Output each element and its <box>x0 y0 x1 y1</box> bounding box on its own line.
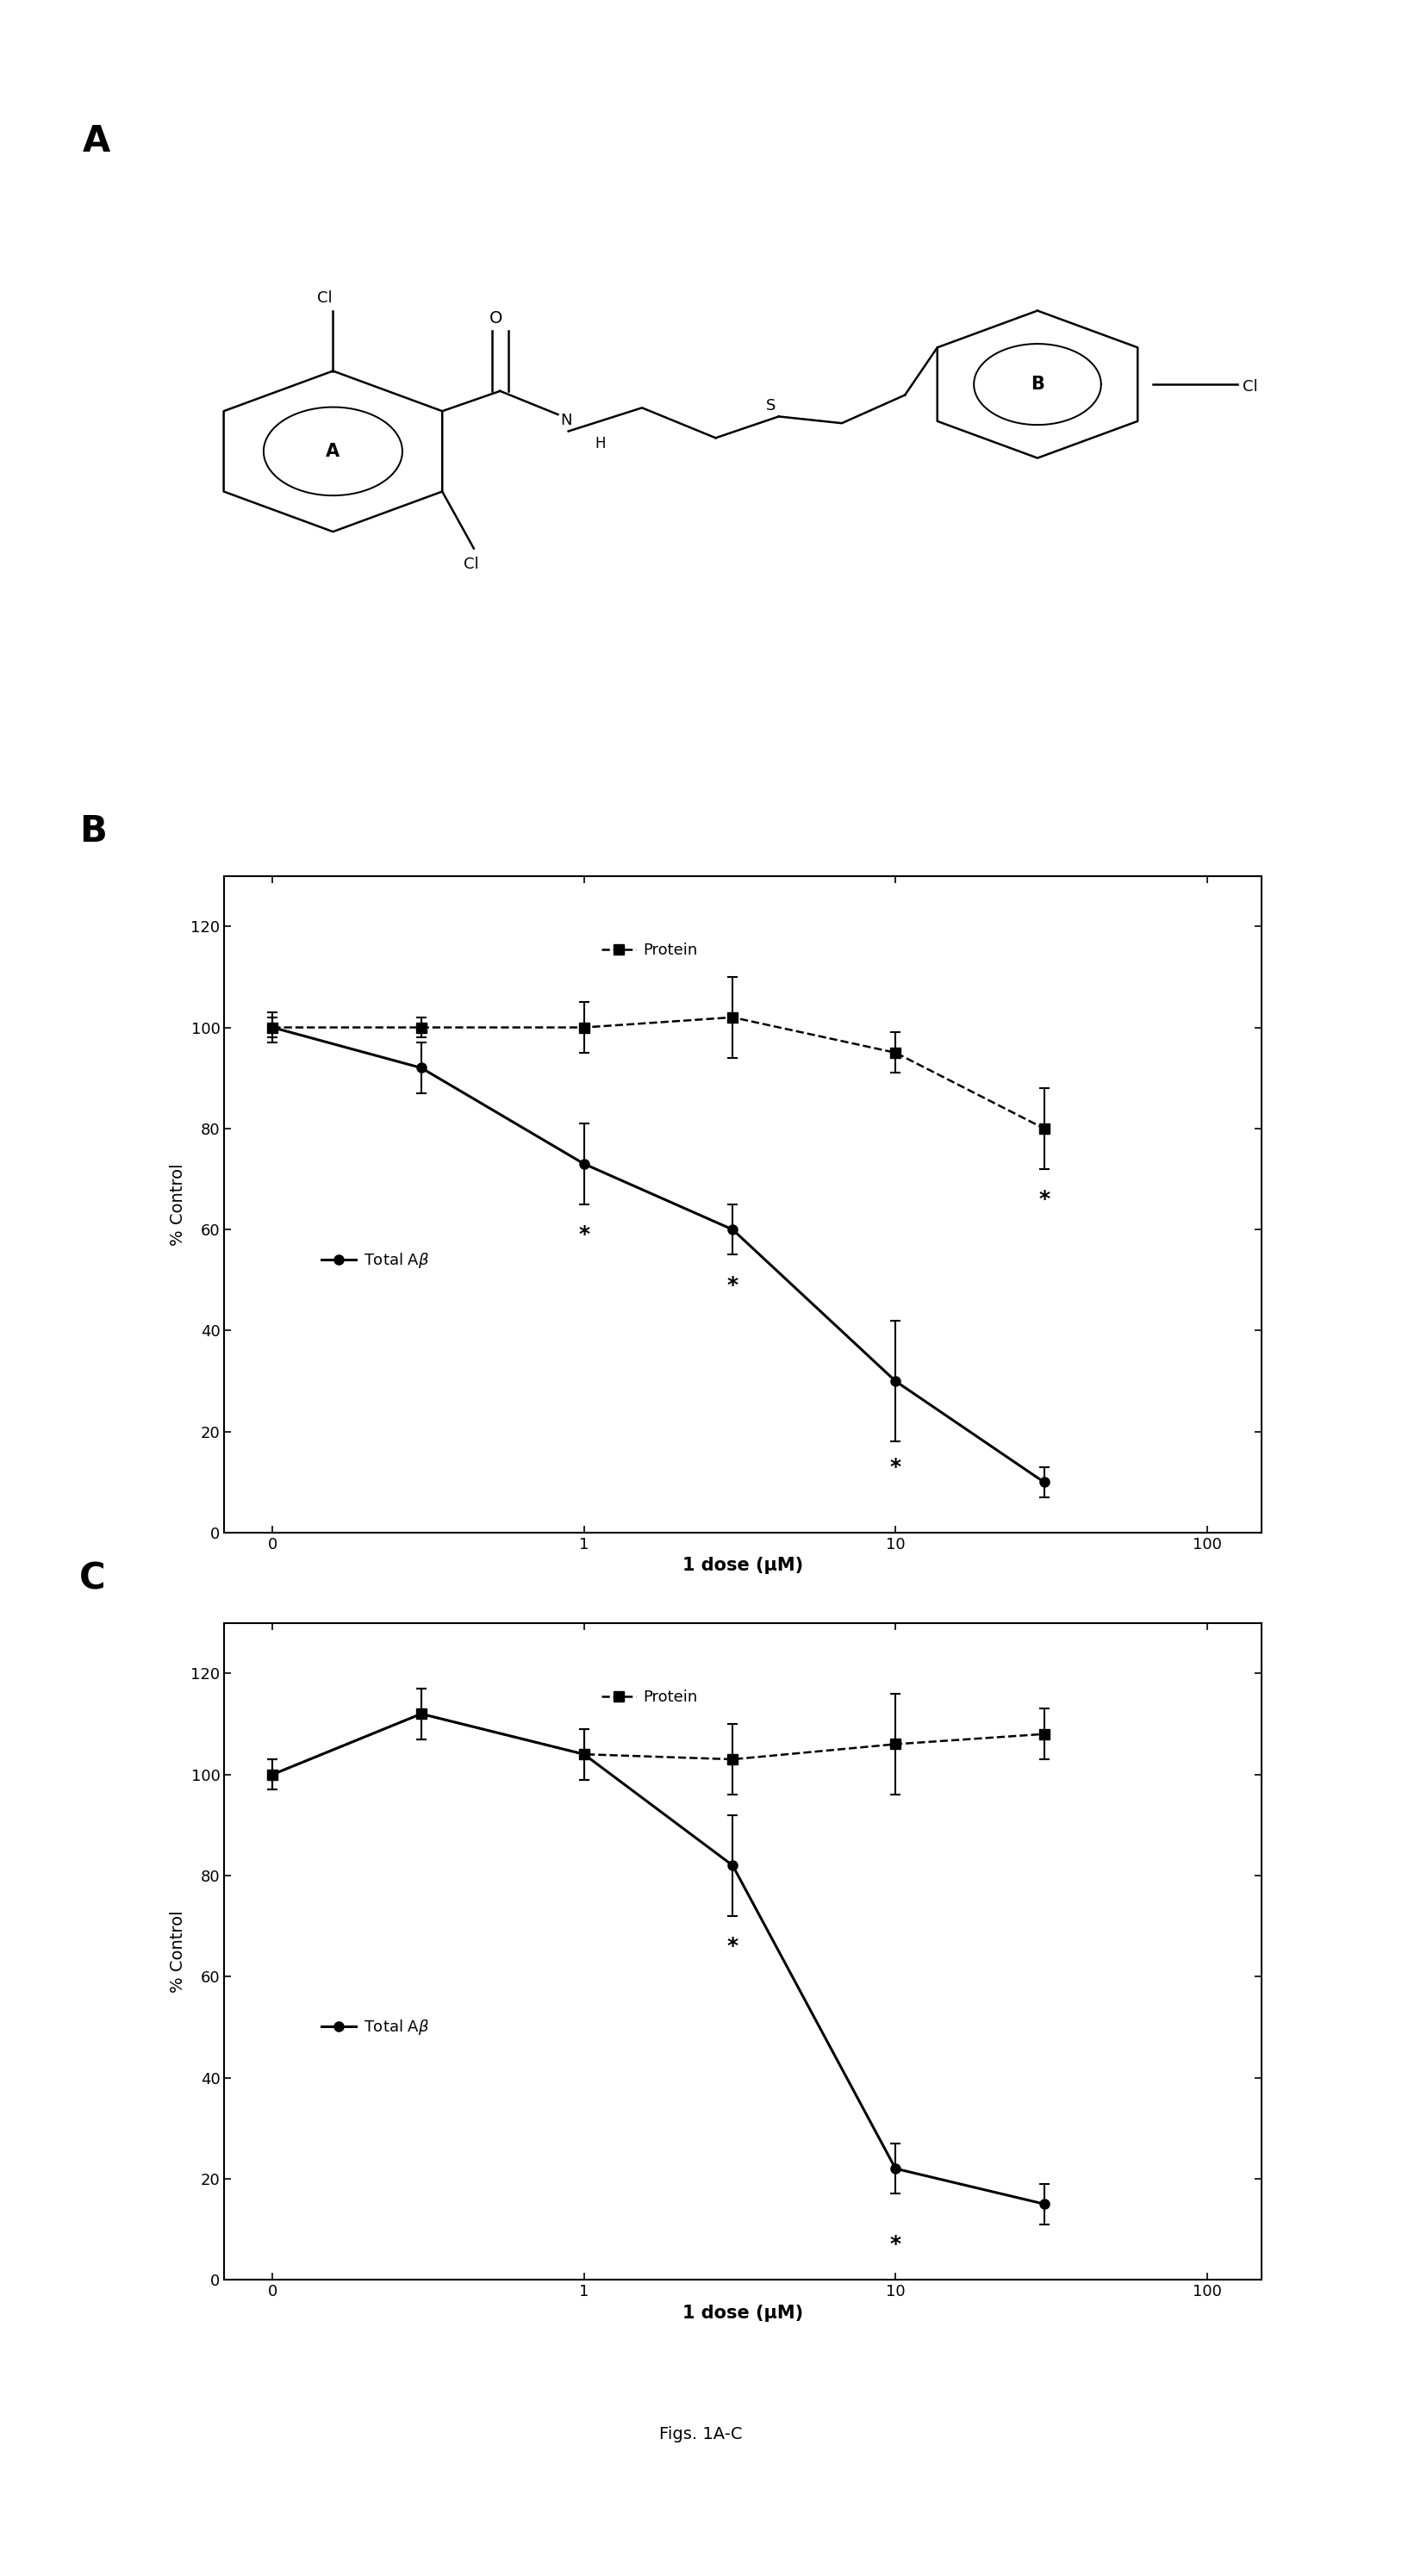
Legend: Total A$\beta$: Total A$\beta$ <box>315 1244 435 1275</box>
Text: *: * <box>890 1458 901 1479</box>
X-axis label: 1 dose (μM): 1 dose (μM) <box>683 1558 803 1574</box>
Text: Cl: Cl <box>463 556 478 572</box>
Text: O: O <box>489 309 503 327</box>
Text: A: A <box>83 124 111 160</box>
Text: Figs. 1A-C: Figs. 1A-C <box>659 2427 743 2442</box>
Text: *: * <box>890 2233 901 2254</box>
Text: *: * <box>728 1937 739 1958</box>
Text: B: B <box>79 814 107 850</box>
Text: Cl: Cl <box>1242 379 1258 394</box>
Text: *: * <box>728 1275 739 1296</box>
X-axis label: 1 dose (μM): 1 dose (μM) <box>683 2306 803 2321</box>
Text: H: H <box>594 435 606 451</box>
Text: A: A <box>327 443 339 461</box>
Text: Cl: Cl <box>317 291 332 307</box>
Text: C: C <box>79 1561 105 1597</box>
Text: *: * <box>1039 1190 1050 1211</box>
Y-axis label: % Control: % Control <box>170 1164 186 1244</box>
Text: *: * <box>579 1224 590 1244</box>
Y-axis label: % Control: % Control <box>170 1911 186 1991</box>
Legend: Total A$\beta$: Total A$\beta$ <box>315 2012 435 2043</box>
Text: N: N <box>559 412 572 428</box>
Text: B: B <box>1030 376 1044 394</box>
Text: S: S <box>765 397 775 412</box>
